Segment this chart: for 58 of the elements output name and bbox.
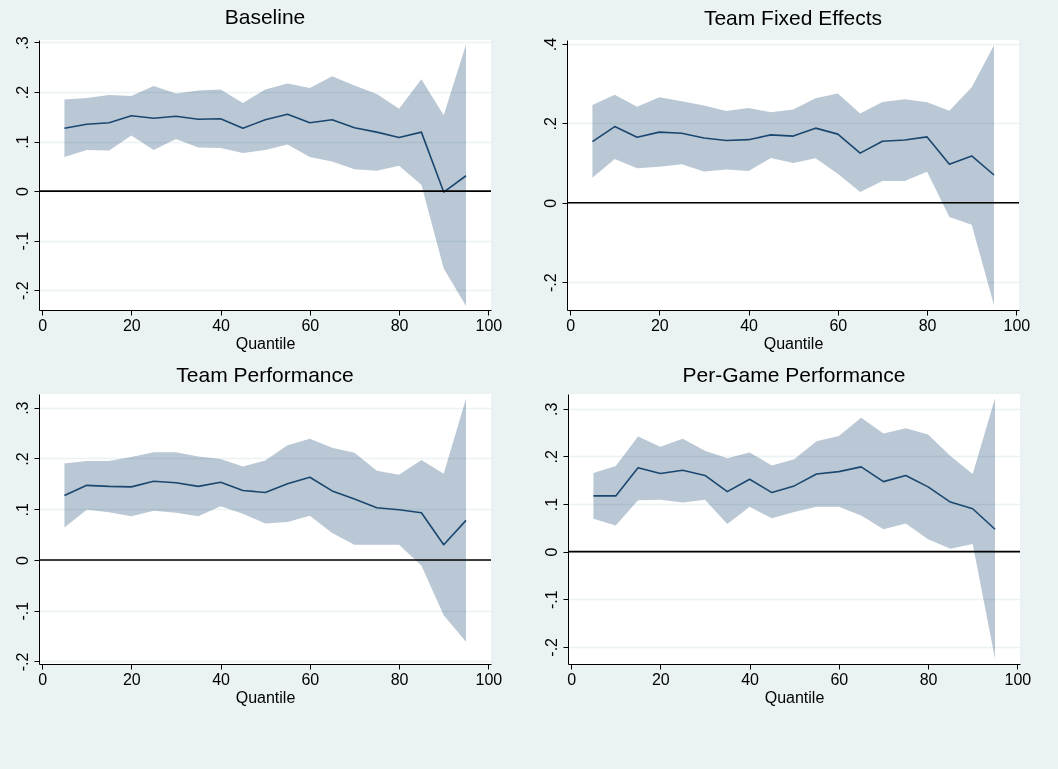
line-series: [592, 466, 996, 531]
y-tick-label: -.1: [542, 590, 560, 610]
y-tick-label: .3: [13, 401, 31, 415]
x-tick-label: 40: [212, 316, 231, 334]
x-tick-label: 60: [830, 670, 849, 688]
y-tick-label: -.1: [13, 601, 31, 621]
x-tick-label: 40: [741, 670, 760, 688]
x-tick-label: 80: [919, 670, 938, 688]
x-tick-label: 80: [390, 670, 409, 688]
line-series: [63, 113, 467, 193]
chart-title: Baseline: [224, 4, 306, 28]
line-series: [63, 476, 467, 546]
x-tick-label: 0: [567, 670, 577, 688]
x-tick-label: 60: [301, 670, 320, 688]
y-tick-label: .2: [541, 117, 559, 131]
y-tick-label: -.2: [542, 637, 560, 657]
y-tick-label: -.1: [13, 231, 31, 251]
y-tick-label: .3: [13, 36, 31, 50]
x-tick-label: 60: [829, 316, 848, 334]
y-tick-label: .2: [13, 452, 31, 466]
x-tick-label: 100: [1004, 670, 1032, 688]
x-tick-label: 0: [38, 316, 48, 334]
x-axis-title: Quantile: [235, 688, 296, 706]
x-tick-label: 100: [475, 670, 503, 688]
x-tick-label: 0: [38, 670, 48, 688]
y-tick-label: -.2: [13, 281, 31, 301]
y-tick-label: -.2: [13, 652, 31, 672]
y-tick-label: .1: [13, 502, 31, 517]
y-tick-label: 0: [13, 555, 31, 565]
x-tick-label: 100: [1003, 316, 1031, 334]
y-tick-label: 0: [13, 187, 31, 197]
x-tick-label: 20: [122, 670, 141, 688]
x-tick-label: 20: [650, 316, 669, 334]
line-series: [591, 125, 995, 176]
y-tick-label: 0: [541, 198, 559, 208]
x-axis-title: Quantile: [763, 334, 824, 352]
x-tick-label: 40: [740, 316, 759, 334]
x-axis-title: Quantile: [764, 688, 825, 706]
y-tick-label: -.2: [541, 273, 559, 293]
y-tick-label: .3: [542, 402, 560, 416]
x-tick-label: 80: [918, 316, 937, 334]
y-tick-label: .2: [13, 85, 31, 100]
y-tick-label: 0: [542, 547, 560, 557]
x-axis-title: Quantile: [235, 334, 296, 352]
x-tick-label: 20: [651, 670, 670, 688]
chart-title: Team Fixed Effects: [703, 6, 883, 30]
y-tick-label: .1: [542, 497, 560, 512]
x-tick-label: 0: [566, 316, 576, 334]
chart-title: Team Performance: [176, 363, 354, 386]
y-tick-label: .1: [13, 135, 31, 149]
chart-title: Per-Game Performance: [682, 363, 906, 386]
y-tick-label: .2: [542, 450, 560, 464]
y-tick-label: .4: [541, 37, 559, 52]
x-tick-label: 100: [475, 316, 503, 334]
x-tick-label: 80: [390, 316, 409, 334]
x-tick-label: 20: [122, 316, 141, 334]
x-tick-label: 60: [301, 316, 320, 334]
x-tick-label: 40: [212, 670, 231, 688]
